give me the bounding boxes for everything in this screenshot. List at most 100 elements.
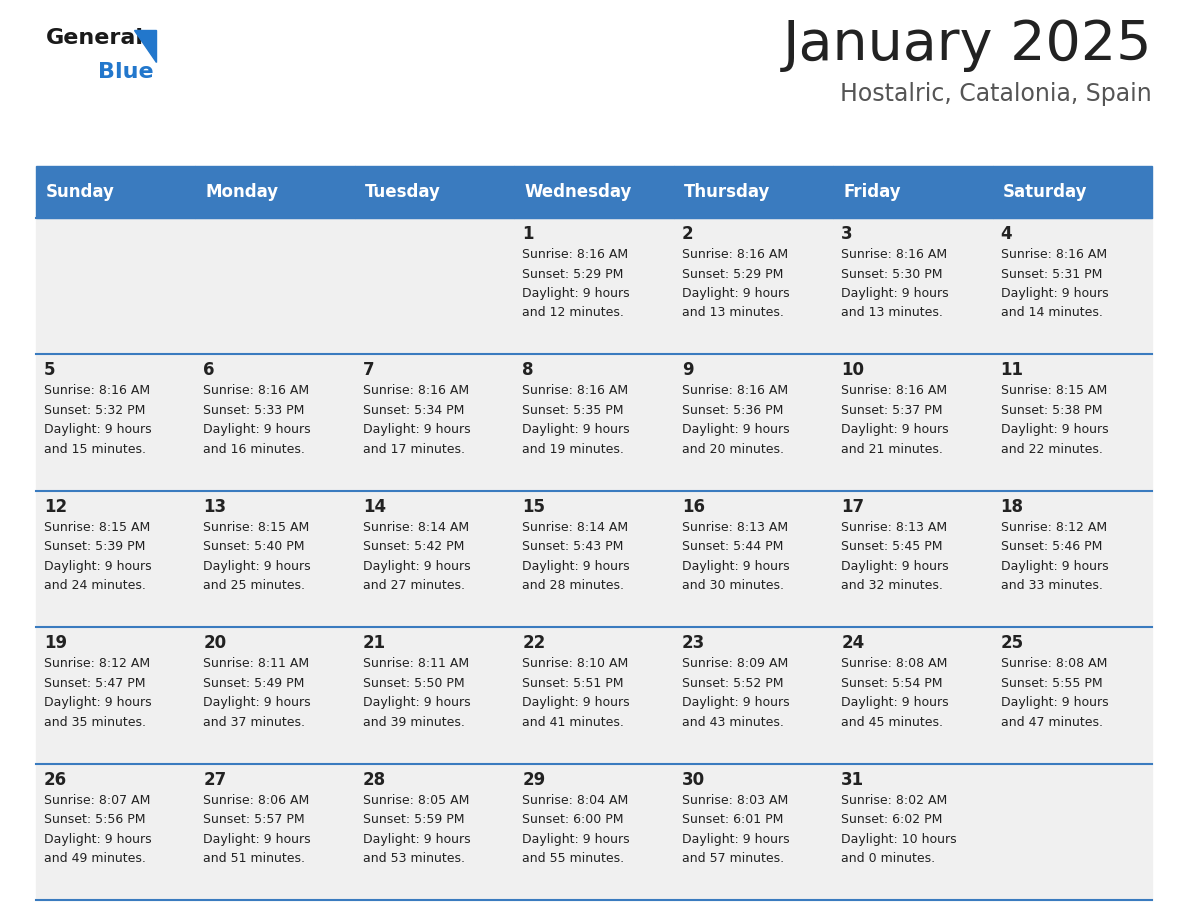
Text: and 49 minutes.: and 49 minutes.: [44, 852, 146, 865]
Text: Sunrise: 8:06 AM: Sunrise: 8:06 AM: [203, 793, 310, 807]
Text: 27: 27: [203, 770, 227, 789]
Text: 22: 22: [523, 634, 545, 652]
Text: 12: 12: [44, 498, 68, 516]
Bar: [514, 218, 674, 354]
Text: and 27 minutes.: and 27 minutes.: [362, 579, 465, 592]
Text: Friday: Friday: [843, 183, 901, 201]
Text: 5: 5: [44, 362, 56, 379]
Text: Daylight: 9 hours: Daylight: 9 hours: [1000, 696, 1108, 710]
Text: and 30 minutes.: and 30 minutes.: [682, 579, 784, 592]
Text: and 16 minutes.: and 16 minutes.: [203, 442, 305, 456]
Bar: [36, 764, 196, 900]
Text: Daylight: 9 hours: Daylight: 9 hours: [362, 696, 470, 710]
Text: Daylight: 9 hours: Daylight: 9 hours: [362, 423, 470, 436]
Bar: [36, 354, 196, 491]
Text: and 22 minutes.: and 22 minutes.: [1000, 442, 1102, 456]
Text: and 24 minutes.: and 24 minutes.: [44, 579, 146, 592]
Bar: [833, 491, 992, 627]
Text: Sunrise: 8:16 AM: Sunrise: 8:16 AM: [203, 385, 310, 397]
Bar: [36, 166, 196, 218]
Text: and 17 minutes.: and 17 minutes.: [362, 442, 465, 456]
Text: Sunset: 5:44 PM: Sunset: 5:44 PM: [682, 541, 783, 554]
Text: and 51 minutes.: and 51 minutes.: [203, 852, 305, 865]
Text: Monday: Monday: [206, 183, 278, 201]
Text: Blue: Blue: [97, 62, 153, 82]
Text: and 39 minutes.: and 39 minutes.: [362, 716, 465, 729]
Text: 8: 8: [523, 362, 533, 379]
Text: Sunset: 5:57 PM: Sunset: 5:57 PM: [203, 813, 305, 826]
Text: Sunrise: 8:11 AM: Sunrise: 8:11 AM: [203, 657, 310, 670]
Text: and 53 minutes.: and 53 minutes.: [362, 852, 465, 865]
Bar: [992, 218, 1152, 354]
Text: Sunset: 5:52 PM: Sunset: 5:52 PM: [682, 677, 783, 689]
Bar: [355, 354, 514, 491]
Text: Sunset: 5:29 PM: Sunset: 5:29 PM: [682, 267, 783, 281]
Bar: [36, 627, 196, 764]
Text: Sunrise: 8:05 AM: Sunrise: 8:05 AM: [362, 793, 469, 807]
Text: Daylight: 9 hours: Daylight: 9 hours: [841, 287, 949, 300]
Bar: [514, 764, 674, 900]
Bar: [196, 166, 355, 218]
Text: Sunset: 5:42 PM: Sunset: 5:42 PM: [362, 541, 465, 554]
Text: Daylight: 9 hours: Daylight: 9 hours: [362, 833, 470, 845]
Bar: [196, 764, 355, 900]
Bar: [514, 166, 674, 218]
Text: Daylight: 9 hours: Daylight: 9 hours: [841, 423, 949, 436]
Text: Sunset: 5:36 PM: Sunset: 5:36 PM: [682, 404, 783, 417]
Text: 13: 13: [203, 498, 227, 516]
Text: Sunset: 5:30 PM: Sunset: 5:30 PM: [841, 267, 942, 281]
Text: 18: 18: [1000, 498, 1024, 516]
Text: and 55 minutes.: and 55 minutes.: [523, 852, 625, 865]
Text: Sunset: 5:38 PM: Sunset: 5:38 PM: [1000, 404, 1102, 417]
Text: 23: 23: [682, 634, 704, 652]
Text: Daylight: 9 hours: Daylight: 9 hours: [1000, 423, 1108, 436]
Text: 3: 3: [841, 225, 853, 243]
Text: Daylight: 9 hours: Daylight: 9 hours: [523, 696, 630, 710]
Text: and 19 minutes.: and 19 minutes.: [523, 442, 624, 456]
Text: and 41 minutes.: and 41 minutes.: [523, 716, 624, 729]
Text: and 13 minutes.: and 13 minutes.: [841, 307, 943, 319]
Text: and 25 minutes.: and 25 minutes.: [203, 579, 305, 592]
Text: 31: 31: [841, 770, 864, 789]
Text: and 35 minutes.: and 35 minutes.: [44, 716, 146, 729]
Text: Tuesday: Tuesday: [365, 183, 441, 201]
Text: Sunrise: 8:16 AM: Sunrise: 8:16 AM: [841, 248, 947, 261]
Bar: [196, 627, 355, 764]
Text: Sunrise: 8:11 AM: Sunrise: 8:11 AM: [362, 657, 469, 670]
Text: Sunrise: 8:09 AM: Sunrise: 8:09 AM: [682, 657, 788, 670]
Text: Sunrise: 8:16 AM: Sunrise: 8:16 AM: [523, 248, 628, 261]
Text: Daylight: 9 hours: Daylight: 9 hours: [44, 560, 152, 573]
Text: and 47 minutes.: and 47 minutes.: [1000, 716, 1102, 729]
Text: Sunrise: 8:16 AM: Sunrise: 8:16 AM: [682, 248, 788, 261]
Text: Daylight: 9 hours: Daylight: 9 hours: [841, 696, 949, 710]
Text: Sunset: 6:00 PM: Sunset: 6:00 PM: [523, 813, 624, 826]
Text: Daylight: 9 hours: Daylight: 9 hours: [682, 423, 789, 436]
Bar: [674, 627, 833, 764]
Text: Sunset: 5:29 PM: Sunset: 5:29 PM: [523, 267, 624, 281]
Bar: [674, 218, 833, 354]
Text: Sunrise: 8:10 AM: Sunrise: 8:10 AM: [523, 657, 628, 670]
Text: 10: 10: [841, 362, 864, 379]
Text: Daylight: 9 hours: Daylight: 9 hours: [523, 287, 630, 300]
Bar: [833, 764, 992, 900]
Text: Daylight: 9 hours: Daylight: 9 hours: [203, 423, 311, 436]
Text: Sunset: 5:40 PM: Sunset: 5:40 PM: [203, 541, 305, 554]
Bar: [674, 354, 833, 491]
Text: Daylight: 9 hours: Daylight: 9 hours: [203, 560, 311, 573]
Text: Daylight: 9 hours: Daylight: 9 hours: [203, 833, 311, 845]
Text: 19: 19: [44, 634, 68, 652]
Text: Sunset: 5:32 PM: Sunset: 5:32 PM: [44, 404, 145, 417]
Text: Sunset: 5:50 PM: Sunset: 5:50 PM: [362, 677, 465, 689]
Text: Sunset: 5:51 PM: Sunset: 5:51 PM: [523, 677, 624, 689]
Bar: [833, 354, 992, 491]
Bar: [833, 166, 992, 218]
Bar: [514, 491, 674, 627]
Bar: [992, 627, 1152, 764]
Text: Sunrise: 8:16 AM: Sunrise: 8:16 AM: [44, 385, 150, 397]
Text: Saturday: Saturday: [1003, 183, 1087, 201]
Text: 20: 20: [203, 634, 227, 652]
Text: Sunday: Sunday: [46, 183, 115, 201]
Bar: [992, 354, 1152, 491]
Text: 24: 24: [841, 634, 865, 652]
Text: Daylight: 9 hours: Daylight: 9 hours: [682, 833, 789, 845]
